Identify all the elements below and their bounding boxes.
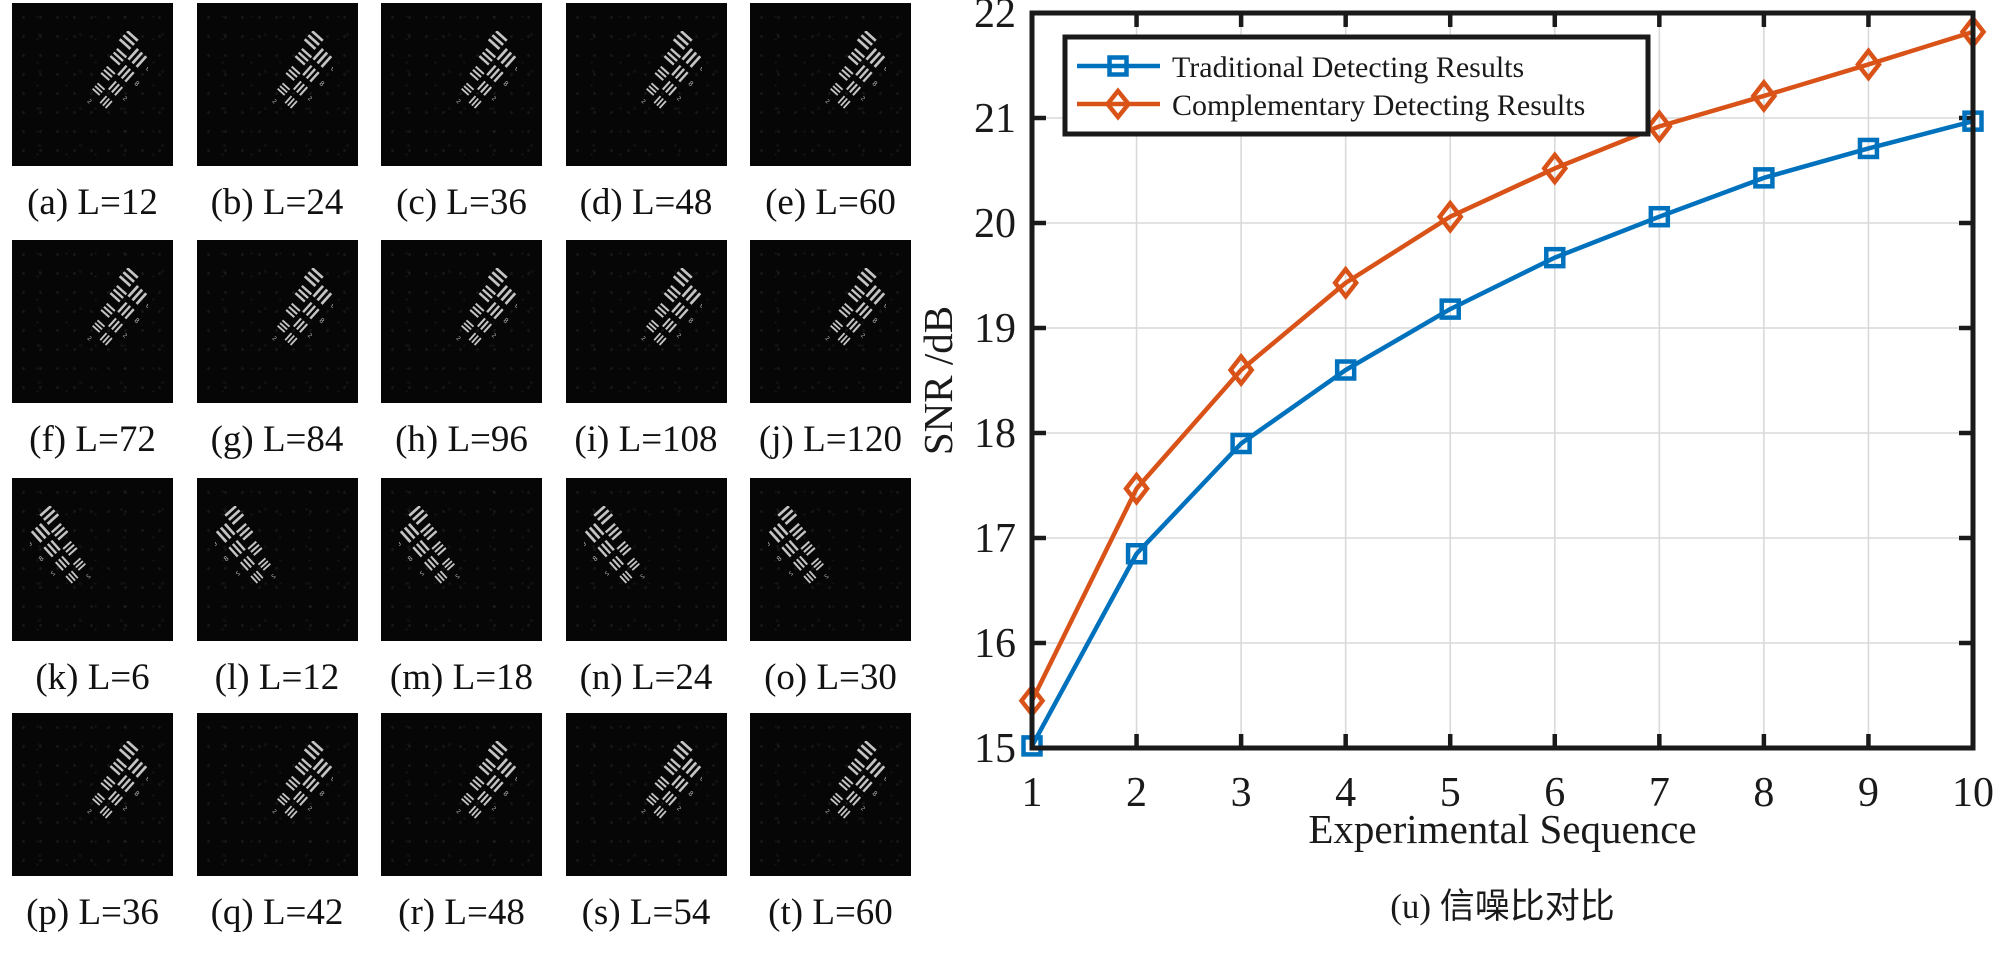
x-tick-labels: 1 2 3 4 5 6 7 8 9 10 — [1022, 770, 1995, 816]
resolution-image-tile — [565, 713, 727, 876]
series-line-traditional — [1030, 118, 1974, 747]
resolution-image-tile — [750, 3, 911, 166]
data-marker-diamond — [1227, 352, 1255, 388]
chart-caption: (u) 信噪比对比 — [1390, 887, 1615, 926]
resolution-image-tile — [196, 240, 358, 403]
data-marker-square — [1334, 359, 1357, 381]
plot-border — [1029, 10, 1976, 751]
data-marker-diamond — [1541, 151, 1569, 186]
resolution-image-tile — [565, 3, 727, 166]
resolution-image-tile — [750, 240, 911, 403]
resolution-image-tile — [12, 713, 173, 876]
data-marker-square — [1857, 137, 1880, 160]
tile-label: (d) L=48 — [579, 182, 713, 223]
tile-label: (i) L=108 — [574, 419, 718, 460]
resolution-image-tile — [750, 478, 911, 641]
tile-label: (p) L=36 — [26, 892, 159, 933]
data-marker-square — [1648, 205, 1671, 228]
x-tick-label: 1 — [1022, 770, 1043, 816]
legend-box — [1062, 34, 1651, 137]
resolution-image-tile — [12, 240, 173, 403]
tile-label: (j) L=120 — [758, 419, 903, 460]
tile-label: (c) L=36 — [396, 182, 527, 223]
legend: Traditional Detecting Results Complementa… — [1062, 34, 1651, 137]
data-marker-diamond — [1332, 265, 1360, 301]
y-axis-label: SNR /dB — [915, 306, 961, 455]
resolution-image-tile — [196, 3, 358, 166]
resolution-image-tile — [12, 478, 173, 641]
y-tick-label: 20 — [974, 201, 1016, 247]
legend-label: Traditional Detecting Results — [1172, 51, 1524, 84]
legend-label: Complementary Detecting Results — [1172, 89, 1585, 122]
data-marker-diamond — [1855, 47, 1882, 82]
data-marker-square — [1753, 167, 1775, 189]
x-axis-label: Experimental Sequence — [1308, 806, 1696, 852]
tile-label: (n) L=24 — [579, 657, 713, 698]
tile-label: (a) L=12 — [27, 182, 158, 223]
legend-marker-square — [1107, 55, 1129, 77]
y-tick-label: 22 — [974, 0, 1016, 37]
data-marker-square — [1125, 543, 1148, 565]
x-tick-label: 10 — [1952, 770, 1994, 816]
y-tick-labels: 15 16 17 18 19 20 21 22 — [974, 0, 1016, 772]
y-tick-label: 19 — [974, 306, 1016, 352]
tile-label: (f) L=72 — [29, 419, 156, 460]
x-tick-label: 6 — [1544, 770, 1565, 816]
data-marker-diamond — [1750, 78, 1778, 114]
x-tick-label: 3 — [1231, 770, 1252, 816]
x-tick-label: 4 — [1335, 770, 1356, 816]
tile-label: (l) L=12 — [214, 657, 340, 698]
tile-label: (s) L=54 — [581, 892, 711, 933]
resolution-image-tile — [565, 240, 727, 403]
data-marker-diamond — [1645, 109, 1673, 144]
y-tick-label: 15 — [974, 726, 1016, 772]
legend-marker-diamond — [1104, 87, 1132, 121]
tile-grid: (a) L=12 (b) L=24 (c) L=36 (d) L=48 (e) L=60… — [0, 0, 960, 955]
tile-label: (r) L=48 — [398, 892, 525, 933]
y-tick-label: 21 — [974, 96, 1016, 142]
tile-label: (e) L=60 — [765, 182, 896, 223]
x-tick-label: 8 — [1753, 770, 1774, 816]
data-marker-diamond — [1123, 471, 1150, 506]
tile-label: (q) L=42 — [210, 892, 344, 933]
resolution-image-tile — [196, 478, 358, 641]
y-tick-label: 16 — [974, 621, 1016, 667]
resolution-image-tile — [381, 478, 542, 641]
resolution-image-tile — [196, 713, 358, 876]
data-marker-square — [1439, 298, 1461, 320]
tile-label: (m) L=18 — [389, 657, 534, 698]
tile-label: (b) L=24 — [210, 182, 344, 223]
y-tick-label: 17 — [974, 516, 1016, 562]
resolution-image-tile — [12, 3, 173, 166]
resolution-image-tile — [565, 478, 727, 641]
x-tick-label: 5 — [1440, 770, 1461, 816]
y-tick-label: 18 — [974, 411, 1016, 457]
x-tick-label: 7 — [1649, 770, 1670, 816]
tile-label: (h) L=96 — [395, 419, 528, 460]
tile-label: (o) L=30 — [764, 657, 897, 698]
resolution-image-tile — [381, 3, 542, 166]
resolution-image-tile — [381, 240, 542, 403]
tile-label: (t) L=60 — [768, 892, 893, 933]
tile-label: (g) L=84 — [210, 419, 344, 460]
resolution-image-tile — [750, 713, 911, 876]
data-marker-diamond — [1436, 199, 1464, 234]
series-markers-traditional — [1021, 110, 1984, 757]
series-line-complementary — [1029, 29, 1974, 702]
x-tick-label: 2 — [1126, 770, 1147, 816]
resolution-image-tile — [381, 713, 542, 876]
x-tick-label: 9 — [1858, 770, 1879, 816]
tile-label: (k) L=6 — [35, 657, 150, 698]
data-marker-square — [1230, 432, 1252, 455]
data-marker-square — [1544, 246, 1566, 269]
